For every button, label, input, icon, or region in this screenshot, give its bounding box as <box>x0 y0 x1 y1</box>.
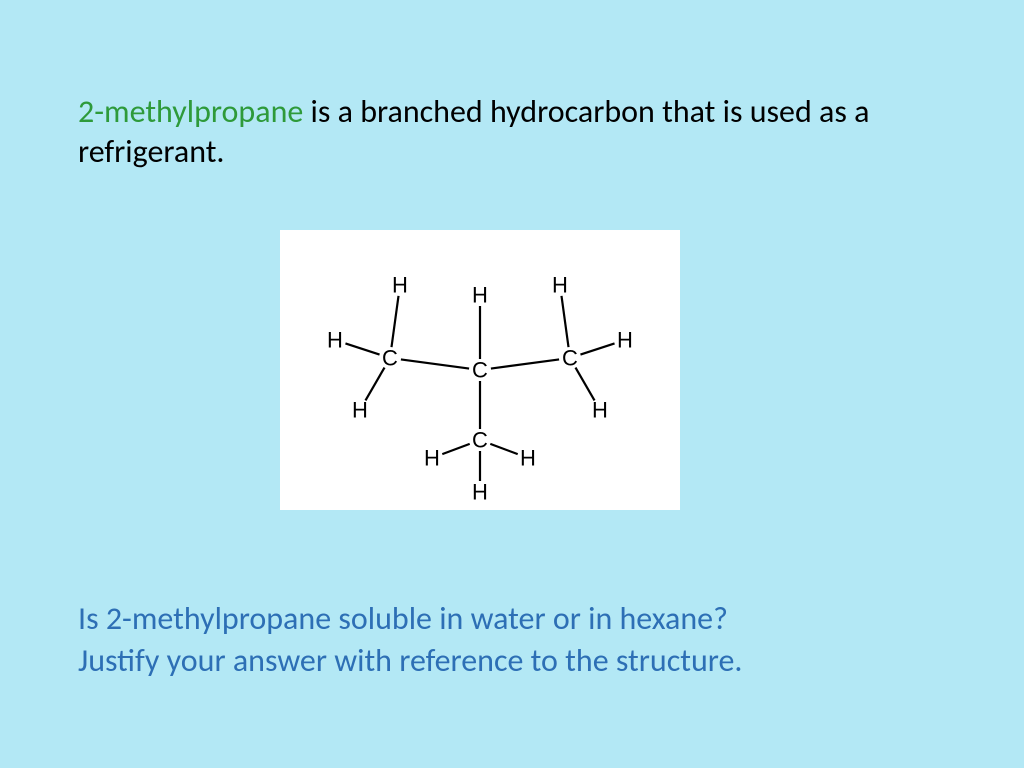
question-text: Is 2-methylpropane soluble in water or i… <box>78 598 938 681</box>
bond <box>391 296 398 347</box>
molecule-svg: C C C C H H H H H H H H H H <box>280 230 680 510</box>
question-line-2: Justify your answer with reference to th… <box>78 641 742 680</box>
question-line-1: Is 2-methylpropane soluble in water or i… <box>78 599 728 638</box>
atom-label: H <box>520 446 536 471</box>
bond <box>561 296 568 347</box>
atom-label: H <box>552 273 568 298</box>
atom-label: H <box>352 398 368 423</box>
structure-diagram: C C C C H H H H H H H H H H <box>280 230 680 510</box>
bond <box>580 343 614 354</box>
bond <box>365 368 384 401</box>
atom-label: H <box>472 480 488 505</box>
atom-label: H <box>592 398 608 423</box>
bond <box>490 444 517 454</box>
atom-label: C <box>562 346 578 371</box>
bond <box>575 368 594 401</box>
bond <box>345 343 379 354</box>
atom-label: C <box>472 428 488 453</box>
intro-text: 2-methylpropane is a branched hydrocarbo… <box>78 92 898 172</box>
bond <box>401 359 469 368</box>
compound-name: 2-methylpropane <box>78 92 303 131</box>
bond <box>491 359 559 368</box>
atom-label: H <box>424 446 440 471</box>
atom-label: H <box>392 273 408 298</box>
atom-label: H <box>472 283 488 308</box>
atom-label: C <box>472 358 488 383</box>
bond <box>442 444 469 454</box>
atom-label: H <box>327 328 343 353</box>
atom-label: C <box>382 346 398 371</box>
atom-label: H <box>617 328 633 353</box>
